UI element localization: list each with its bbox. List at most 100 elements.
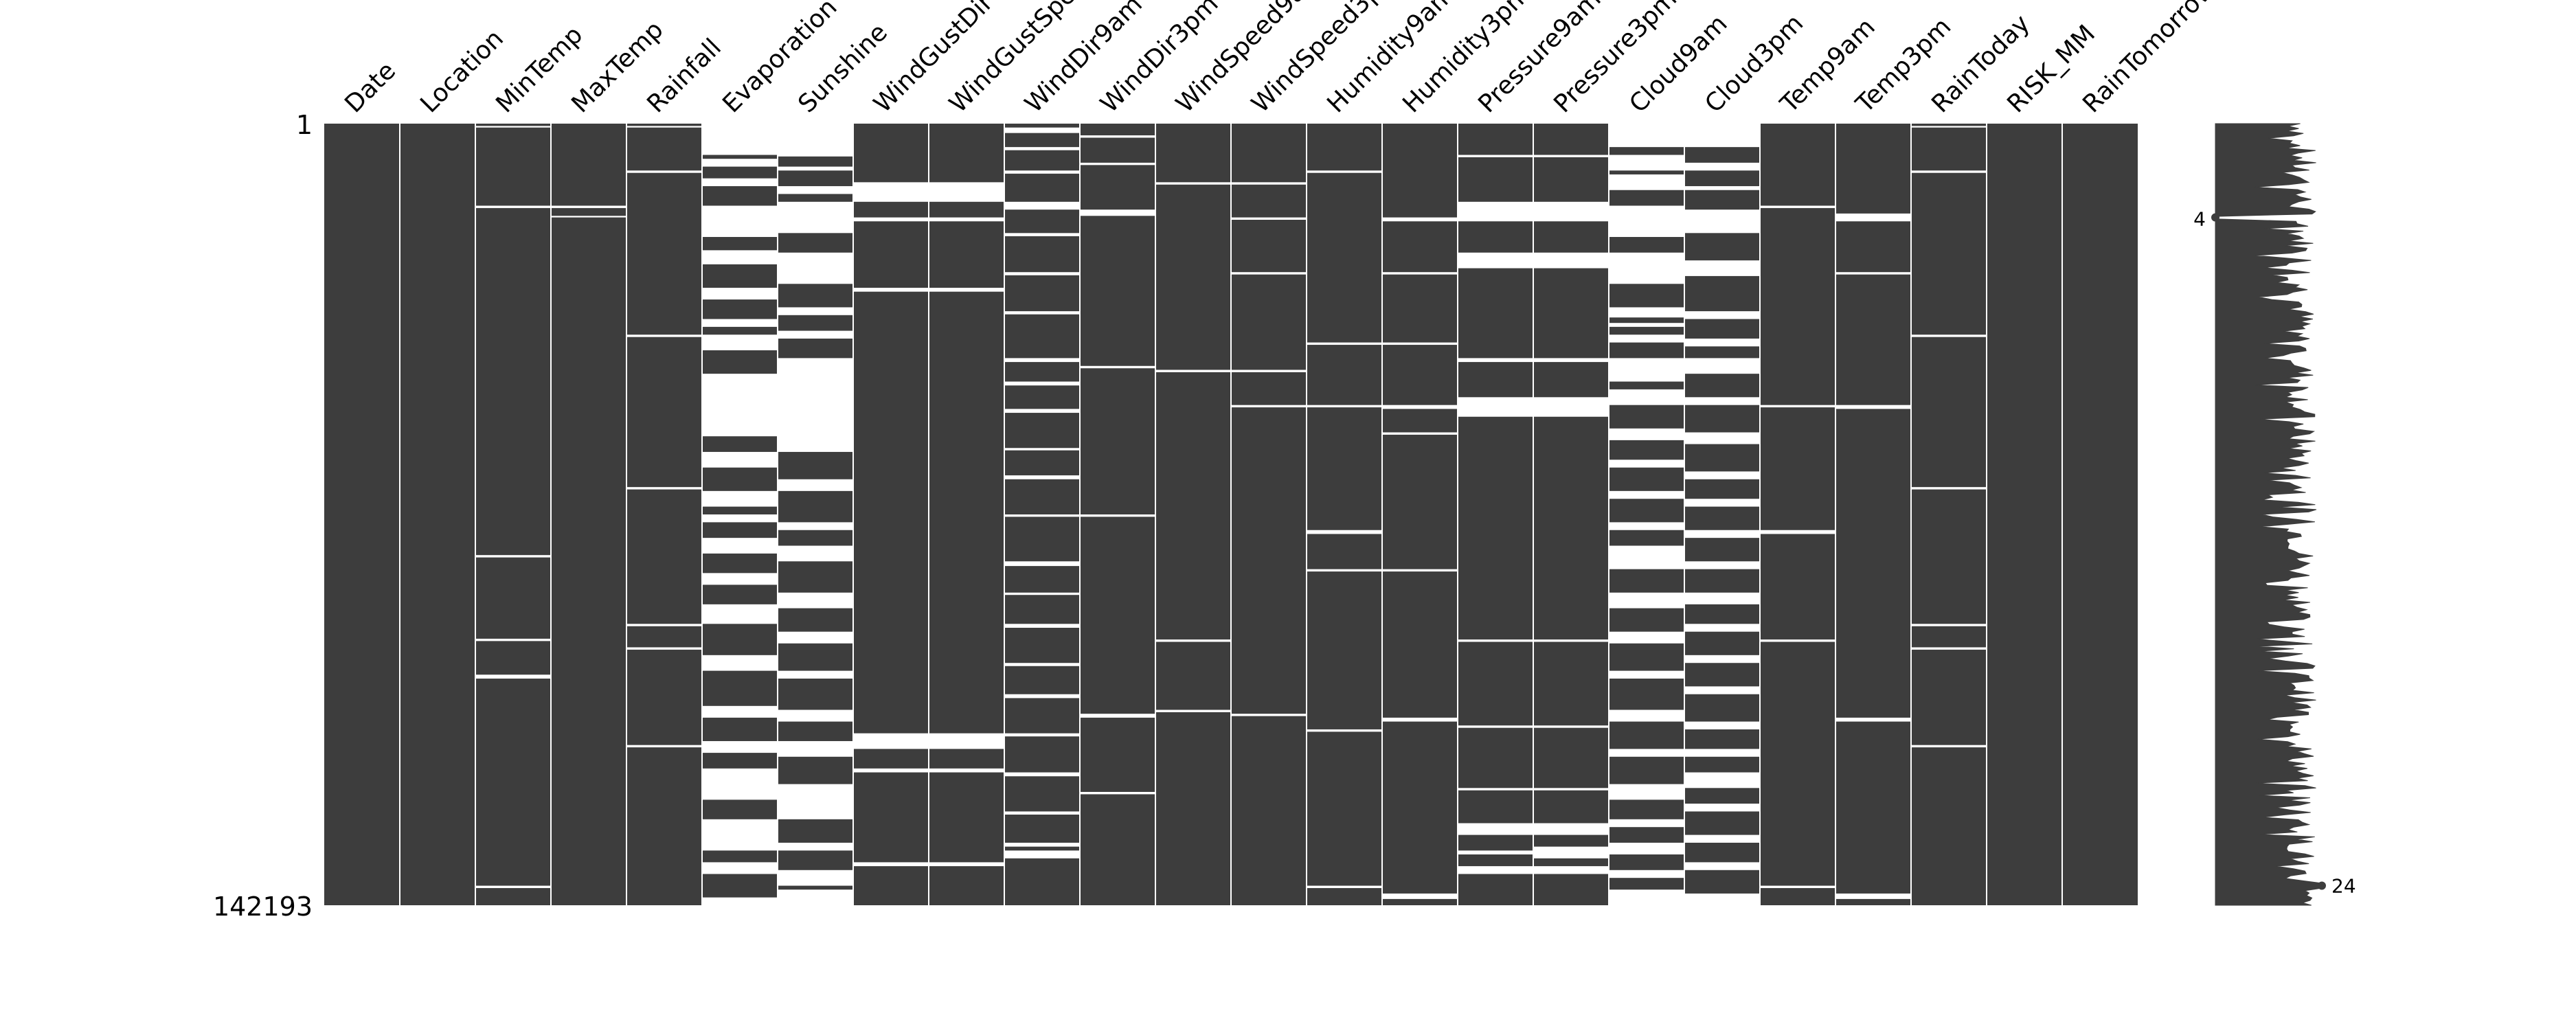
missing-band <box>475 205 551 208</box>
missing-band <box>1004 663 1080 666</box>
missing-band <box>778 592 853 609</box>
missing-band <box>1835 272 1911 275</box>
missing-band <box>626 126 702 128</box>
missing-band <box>1080 514 1155 517</box>
missing-band <box>1609 522 1684 530</box>
present-cells-temp3pm <box>1835 124 1911 905</box>
missing-band <box>1004 850 1080 859</box>
missing-band <box>1533 201 1609 222</box>
missing-band <box>702 655 778 671</box>
missing-band <box>1533 358 1609 363</box>
missing-band <box>1080 135 1155 138</box>
matrix-column-date <box>324 124 400 905</box>
missing-band <box>778 307 853 315</box>
missing-band <box>1458 252 1533 269</box>
matrix-column-windgustdir <box>853 124 929 905</box>
missing-band <box>1458 201 1533 222</box>
missing-band <box>1684 186 1760 190</box>
sparkline-area <box>2215 123 2323 906</box>
missing-band <box>1760 205 1835 208</box>
missing-band <box>702 768 778 800</box>
column-labels: Date LocationMinTempMaxTempRainfallEvapor… <box>339 0 2220 119</box>
missing-band <box>702 159 778 167</box>
missing-band <box>1382 893 1458 899</box>
missing-band <box>1684 162 1760 171</box>
matrix-column-pressure3pm <box>1533 124 1609 905</box>
missing-band <box>1609 323 1684 327</box>
missing-band <box>702 319 778 327</box>
missing-band <box>702 178 778 187</box>
matrix-column-winddir9am <box>1004 124 1080 905</box>
missing-band <box>1911 745 1987 748</box>
missing-band <box>1307 405 1382 408</box>
missing-band <box>702 490 778 507</box>
missing-band <box>1609 710 1684 722</box>
missing-band <box>702 819 778 851</box>
missing-band <box>929 768 1004 773</box>
matrix-column-windgustspeed <box>929 124 1004 905</box>
missing-band <box>1684 592 1760 604</box>
missing-band <box>929 217 1004 222</box>
missing-band <box>929 182 1004 202</box>
missing-band <box>1533 725 1609 728</box>
missing-band <box>1835 717 1911 722</box>
matrix-column-windspeed3pm <box>1231 124 1307 905</box>
missing-band <box>1835 405 1911 409</box>
missing-band <box>1684 432 1760 444</box>
missing-band <box>626 487 702 490</box>
column-label-date: Date <box>339 57 401 119</box>
missing-band <box>551 216 626 218</box>
matrix-column-raintomorrow <box>2062 124 2138 905</box>
present-cells-windspeed3pm <box>1231 124 1307 905</box>
missing-band <box>1458 358 1533 363</box>
matrix-column-cloud9am <box>1609 124 1684 905</box>
missing-band <box>1231 272 1307 275</box>
missing-band <box>1609 784 1684 800</box>
missing-band <box>1609 428 1684 440</box>
missing-band <box>853 287 929 292</box>
missing-band <box>853 862 929 867</box>
missing-band <box>1609 670 1684 679</box>
missing-band <box>1684 893 1760 905</box>
present-cells-windgustdir <box>853 124 929 905</box>
missing-band <box>1382 432 1458 435</box>
missing-band <box>1760 405 1835 408</box>
missing-band <box>1609 307 1684 318</box>
missing-band <box>778 631 853 644</box>
matrix-column-raintoday <box>1911 124 1987 905</box>
missing-band <box>1080 365 1155 369</box>
missing-band <box>1835 893 1911 899</box>
missing-band <box>1609 124 1684 148</box>
matrix-column-cloud3pm <box>1684 124 1760 905</box>
missing-band <box>1760 885 1835 888</box>
sparkline-min-marker <box>2211 213 2219 222</box>
missing-band <box>1609 870 1684 878</box>
row-label-bottom: 142193 <box>213 892 313 922</box>
missing-band <box>1004 811 1080 815</box>
missing-band <box>1231 182 1307 185</box>
missing-band <box>778 124 853 157</box>
row-range-labels: 1 142193 <box>213 110 313 922</box>
missing-band <box>1307 885 1382 888</box>
missing-band <box>853 733 929 749</box>
present-cells-maxtemp <box>551 124 626 905</box>
missing-band <box>1155 639 1231 642</box>
present-cells-raintomorrow <box>2062 124 2138 905</box>
matrix-column-rainfall <box>626 124 702 905</box>
missing-band <box>1684 311 1760 319</box>
missing-band <box>1911 126 1987 128</box>
missing-band <box>1004 233 1080 236</box>
missing-band <box>1609 389 1684 405</box>
missing-band <box>551 205 626 208</box>
missing-band <box>1684 358 1760 374</box>
missing-band <box>1609 545 1684 569</box>
completeness-sparkline: 4 24 <box>2193 123 2356 906</box>
missing-band <box>1307 342 1382 345</box>
missing-band <box>1231 217 1307 220</box>
missing-band <box>702 862 778 874</box>
missing-band <box>1004 381 1080 386</box>
present-cells-raintoday <box>1911 124 1987 905</box>
missing-band <box>1004 170 1080 174</box>
missing-band <box>1533 155 1609 157</box>
missing-band <box>1835 213 1911 222</box>
